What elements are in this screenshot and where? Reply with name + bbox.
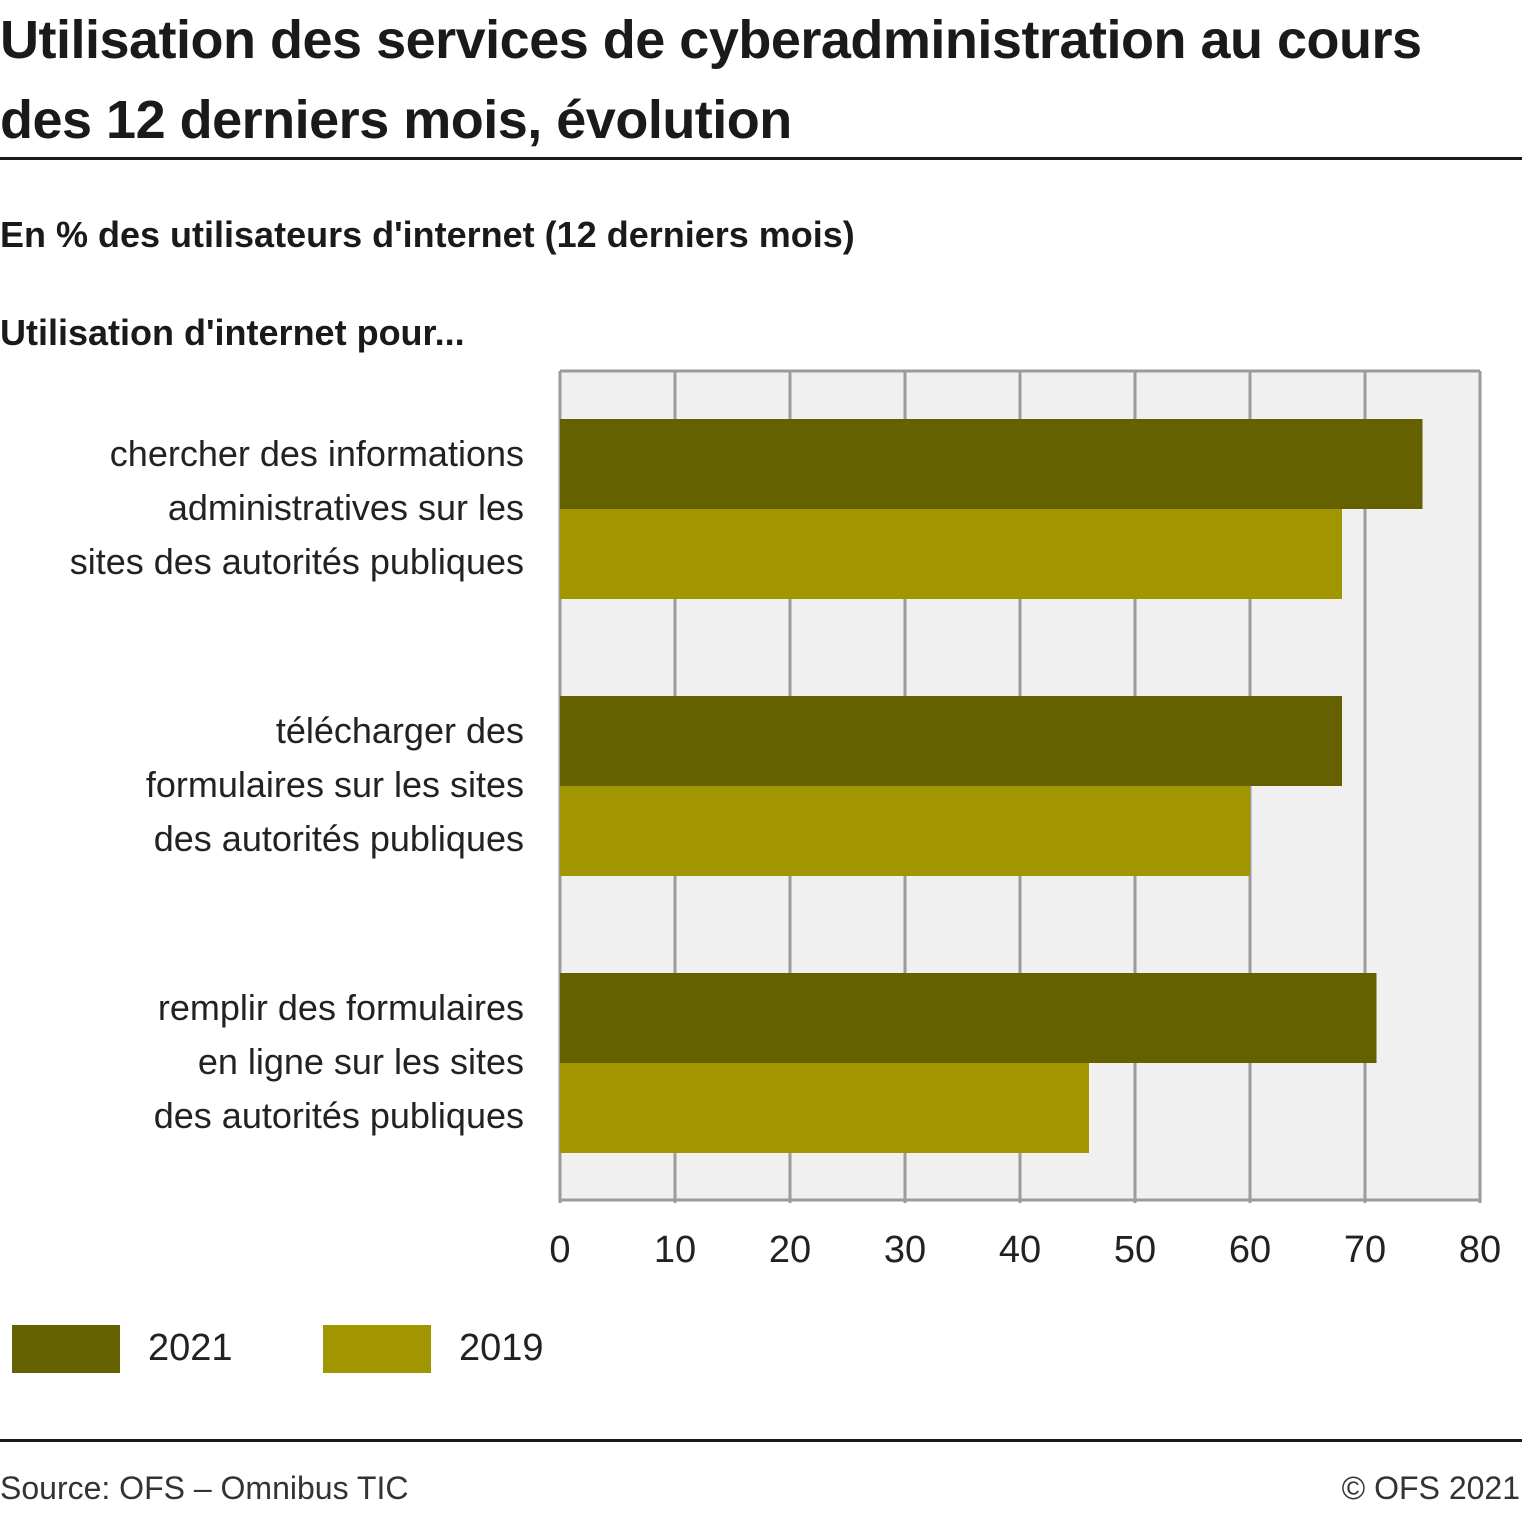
tick-label-80: 80 [1459, 1229, 1501, 1271]
category-label-2-line-3: des autorités publiques [153, 818, 524, 859]
tick-label-60: 60 [1229, 1229, 1271, 1271]
tick-label-10: 10 [654, 1229, 696, 1271]
bar-2019-cat2 [560, 786, 1250, 876]
category-label-2-line-1: télécharger des [275, 710, 524, 751]
legend-swatch-2021 [12, 1325, 120, 1373]
tick-label-20: 20 [769, 1229, 811, 1271]
legend-label-2019: 2019 [459, 1327, 544, 1369]
tick-label-70: 70 [1344, 1229, 1386, 1271]
bar-2021-cat2 [560, 696, 1342, 786]
bar-2021-cat3 [560, 973, 1377, 1063]
tick-label-50: 50 [1114, 1229, 1156, 1271]
chart-title: Utilisation des services de cyberadminis… [0, 10, 1422, 150]
copyright-note: © OFS 2021 [1341, 1470, 1520, 1506]
category-label-1-line-1: chercher des informations [109, 433, 524, 474]
legend-label-2021: 2021 [148, 1327, 233, 1369]
chart-subtitle: En % des utilisateurs d'internet (12 der… [0, 214, 855, 255]
category-label-2-line-2: formulaires sur les sites [145, 764, 524, 805]
category-label-1-line-2: administratives sur les [167, 487, 524, 528]
category-label-3-line-3: des autorités publiques [153, 1095, 524, 1136]
source-note: Source: OFS – Omnibus TIC [0, 1470, 409, 1506]
tick-label-40: 40 [999, 1229, 1041, 1271]
bar-2019-cat1 [560, 509, 1342, 599]
category-axis-caption: Utilisation d'internet pour... [0, 312, 465, 353]
footer-divider [0, 1439, 1522, 1442]
category-label-3: remplir des formulaires en ligne sur les … [0, 981, 524, 1143]
category-label-3-line-1: remplir des formulaires [157, 987, 524, 1028]
tick-label-0: 0 [549, 1229, 570, 1271]
category-label-1-line-3: sites des autorités publiques [69, 541, 524, 582]
bar-2021-cat1 [560, 419, 1423, 509]
bar-chart: 0 10 20 30 40 50 60 70 80 [549, 369, 1501, 1271]
legend-swatch-2019 [323, 1325, 431, 1373]
title-divider [0, 157, 1522, 160]
category-label-1: chercher des informations administratives… [0, 427, 524, 589]
tick-label-30: 30 [884, 1229, 926, 1271]
bar-2019-cat3 [560, 1063, 1089, 1153]
category-label-2: télécharger des formulaires sur les sites… [0, 704, 524, 866]
category-label-3-line-2: en ligne sur les sites [197, 1041, 524, 1082]
